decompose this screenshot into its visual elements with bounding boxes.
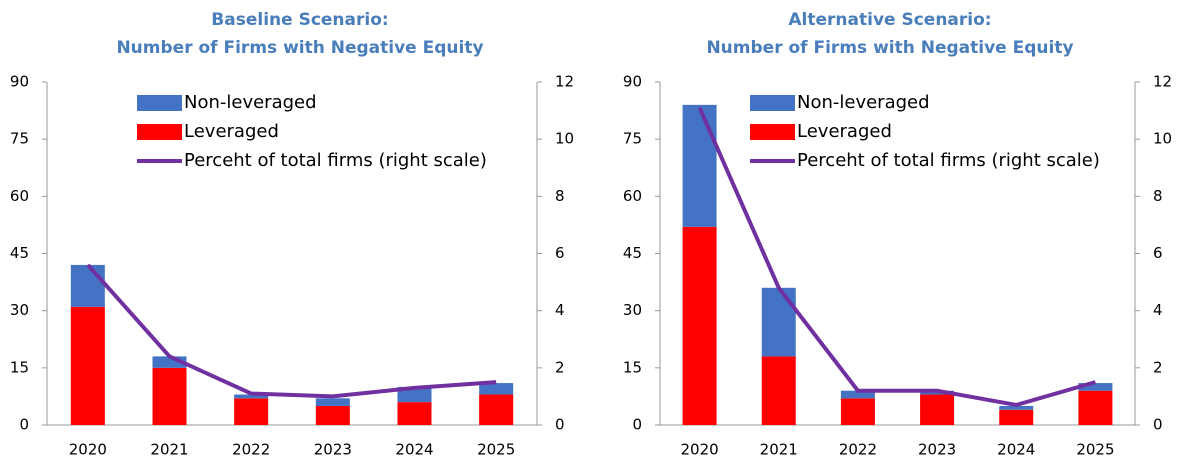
bar (234, 394, 269, 399)
y2-tick-label: 0 (555, 416, 565, 434)
y-tick-label: 60 (10, 187, 29, 205)
legend-label: Perceht of total firms (right scale) (184, 150, 487, 171)
bar (397, 402, 432, 425)
chart-title: Baseline Scenario: (211, 10, 388, 30)
legend-swatch (137, 95, 182, 111)
y-tick-label: 15 (623, 358, 642, 376)
line-series (697, 106, 1096, 408)
bar (70, 306, 105, 425)
y2-tick-label: 4 (1153, 301, 1163, 319)
bar (1078, 390, 1113, 425)
x-tick-label: 2024 (395, 441, 433, 459)
bar (315, 405, 350, 425)
y2-tick-label: 6 (555, 244, 565, 262)
y2-tick-label: 2 (555, 358, 565, 376)
legend-label: Perceht of total firms (right scale) (797, 150, 1100, 171)
bar (234, 398, 269, 425)
y-tick-label: 75 (10, 130, 29, 148)
bar (479, 394, 514, 425)
bar (315, 398, 350, 406)
bar (999, 405, 1034, 410)
x-tick-label: 2021 (760, 441, 798, 459)
bar (152, 367, 187, 425)
x-tick-label: 2022 (839, 441, 877, 459)
y-tick-label: 30 (10, 301, 29, 319)
y2-tick-label: 6 (1153, 244, 1163, 262)
bar (761, 356, 796, 425)
bar (920, 394, 955, 425)
y-tick-label: 0 (19, 416, 29, 434)
bar (840, 390, 875, 399)
x-tick-label: 2021 (150, 441, 188, 459)
chart-subtitle: Number of Firms with Negative Equity (116, 38, 483, 58)
y2-tick-label: 10 (1153, 130, 1172, 148)
x-tick-label: 2020 (69, 441, 107, 459)
y2-tick-label: 8 (555, 187, 565, 205)
bar (1078, 383, 1113, 391)
bar (999, 409, 1034, 425)
x-tick-label: 2025 (477, 441, 515, 459)
y-tick-label: 0 (632, 416, 642, 434)
y2-tick-label: 4 (555, 301, 565, 319)
y-tick-label: 60 (623, 187, 642, 205)
y-tick-label: 45 (10, 244, 29, 262)
bar (152, 356, 187, 368)
bar (840, 398, 875, 425)
y2-tick-label: 12 (555, 73, 574, 91)
y-tick-label: 45 (623, 244, 642, 262)
legend-swatch (750, 95, 795, 111)
legend-label: Leveraged (797, 121, 892, 142)
bar (682, 226, 717, 425)
y2-tick-label: 12 (1153, 73, 1172, 91)
y-tick-label: 75 (623, 130, 642, 148)
legend-label: Leveraged (184, 121, 279, 142)
legend-label: Non-leveraged (184, 92, 317, 113)
y2-tick-label: 10 (555, 130, 574, 148)
legend-swatch (750, 124, 795, 140)
x-tick-label: 2022 (232, 441, 270, 459)
legend-swatch (137, 124, 182, 140)
bar (761, 287, 796, 357)
bar (70, 264, 105, 307)
x-tick-label: 2023 (314, 441, 352, 459)
chart-title: Alternative Scenario: (788, 10, 991, 30)
x-tick-label: 2024 (997, 441, 1035, 459)
x-tick-label: 2025 (1076, 441, 1114, 459)
y2-tick-label: 2 (1153, 358, 1163, 376)
y-tick-label: 90 (623, 73, 642, 91)
y-tick-label: 90 (10, 73, 29, 91)
y2-tick-label: 0 (1153, 416, 1163, 434)
y-tick-label: 30 (623, 301, 642, 319)
chart-subtitle: Number of Firms with Negative Equity (706, 38, 1073, 58)
bar (479, 383, 514, 395)
y-tick-label: 15 (10, 358, 29, 376)
bar (682, 104, 717, 227)
legend-label: Non-leveraged (797, 92, 930, 113)
x-tick-label: 2023 (918, 441, 956, 459)
line-series (86, 263, 497, 399)
x-tick-label: 2020 (680, 441, 718, 459)
y2-tick-label: 8 (1153, 187, 1163, 205)
